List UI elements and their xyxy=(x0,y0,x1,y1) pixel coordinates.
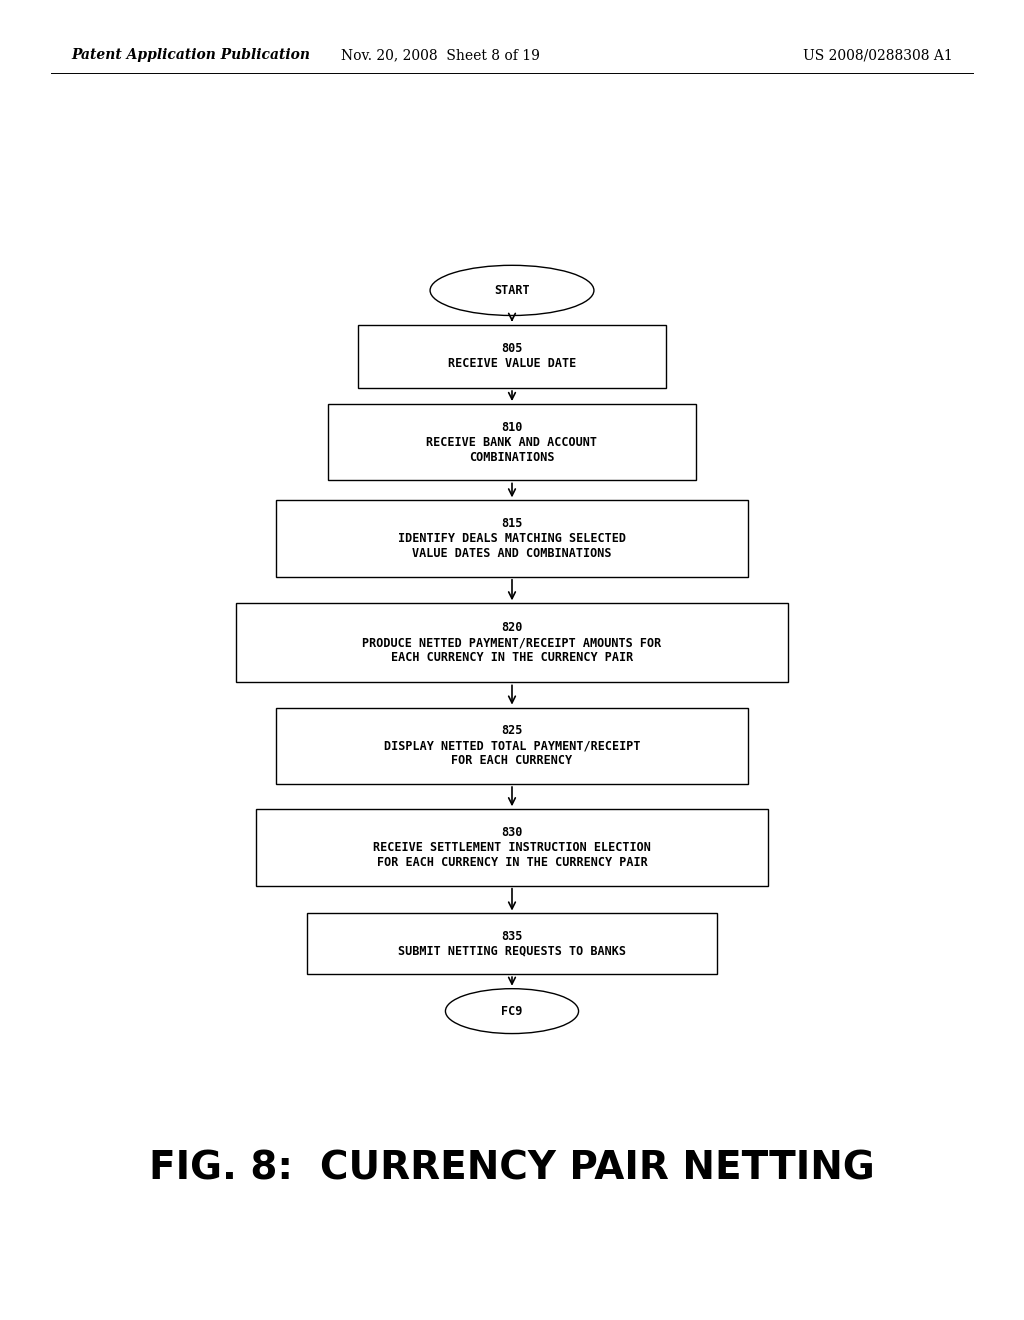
Bar xyxy=(358,325,666,388)
Text: 830
RECEIVE SETTLEMENT INSTRUCTION ELECTION
FOR EACH CURRENCY IN THE CURRENCY PA: 830 RECEIVE SETTLEMENT INSTRUCTION ELECT… xyxy=(373,826,651,869)
Text: 815
IDENTIFY DEALS MATCHING SELECTED
VALUE DATES AND COMBINATIONS: 815 IDENTIFY DEALS MATCHING SELECTED VAL… xyxy=(398,517,626,560)
Text: Nov. 20, 2008  Sheet 8 of 19: Nov. 20, 2008 Sheet 8 of 19 xyxy=(341,49,540,62)
Text: FC9: FC9 xyxy=(502,1005,522,1018)
Bar xyxy=(256,809,768,886)
Bar xyxy=(328,404,696,480)
Text: 820
PRODUCE NETTED PAYMENT/RECEIPT AMOUNTS FOR
EACH CURRENCY IN THE CURRENCY PAI: 820 PRODUCE NETTED PAYMENT/RECEIPT AMOUN… xyxy=(362,622,662,664)
Bar xyxy=(307,913,717,974)
Text: US 2008/0288308 A1: US 2008/0288308 A1 xyxy=(803,49,952,62)
Text: 825
DISPLAY NETTED TOTAL PAYMENT/RECEIPT
FOR EACH CURRENCY: 825 DISPLAY NETTED TOTAL PAYMENT/RECEIPT… xyxy=(384,725,640,767)
Bar xyxy=(236,603,788,682)
Text: 835
SUBMIT NETTING REQUESTS TO BANKS: 835 SUBMIT NETTING REQUESTS TO BANKS xyxy=(398,929,626,958)
Text: FIG. 8:  CURRENCY PAIR NETTING: FIG. 8: CURRENCY PAIR NETTING xyxy=(150,1150,874,1187)
Text: 805
RECEIVE VALUE DATE: 805 RECEIVE VALUE DATE xyxy=(447,342,577,371)
Text: 810
RECEIVE BANK AND ACCOUNT
COMBINATIONS: 810 RECEIVE BANK AND ACCOUNT COMBINATION… xyxy=(427,421,597,463)
Text: Patent Application Publication: Patent Application Publication xyxy=(72,49,310,62)
Bar xyxy=(276,500,748,577)
Text: START: START xyxy=(495,284,529,297)
Bar xyxy=(276,708,748,784)
